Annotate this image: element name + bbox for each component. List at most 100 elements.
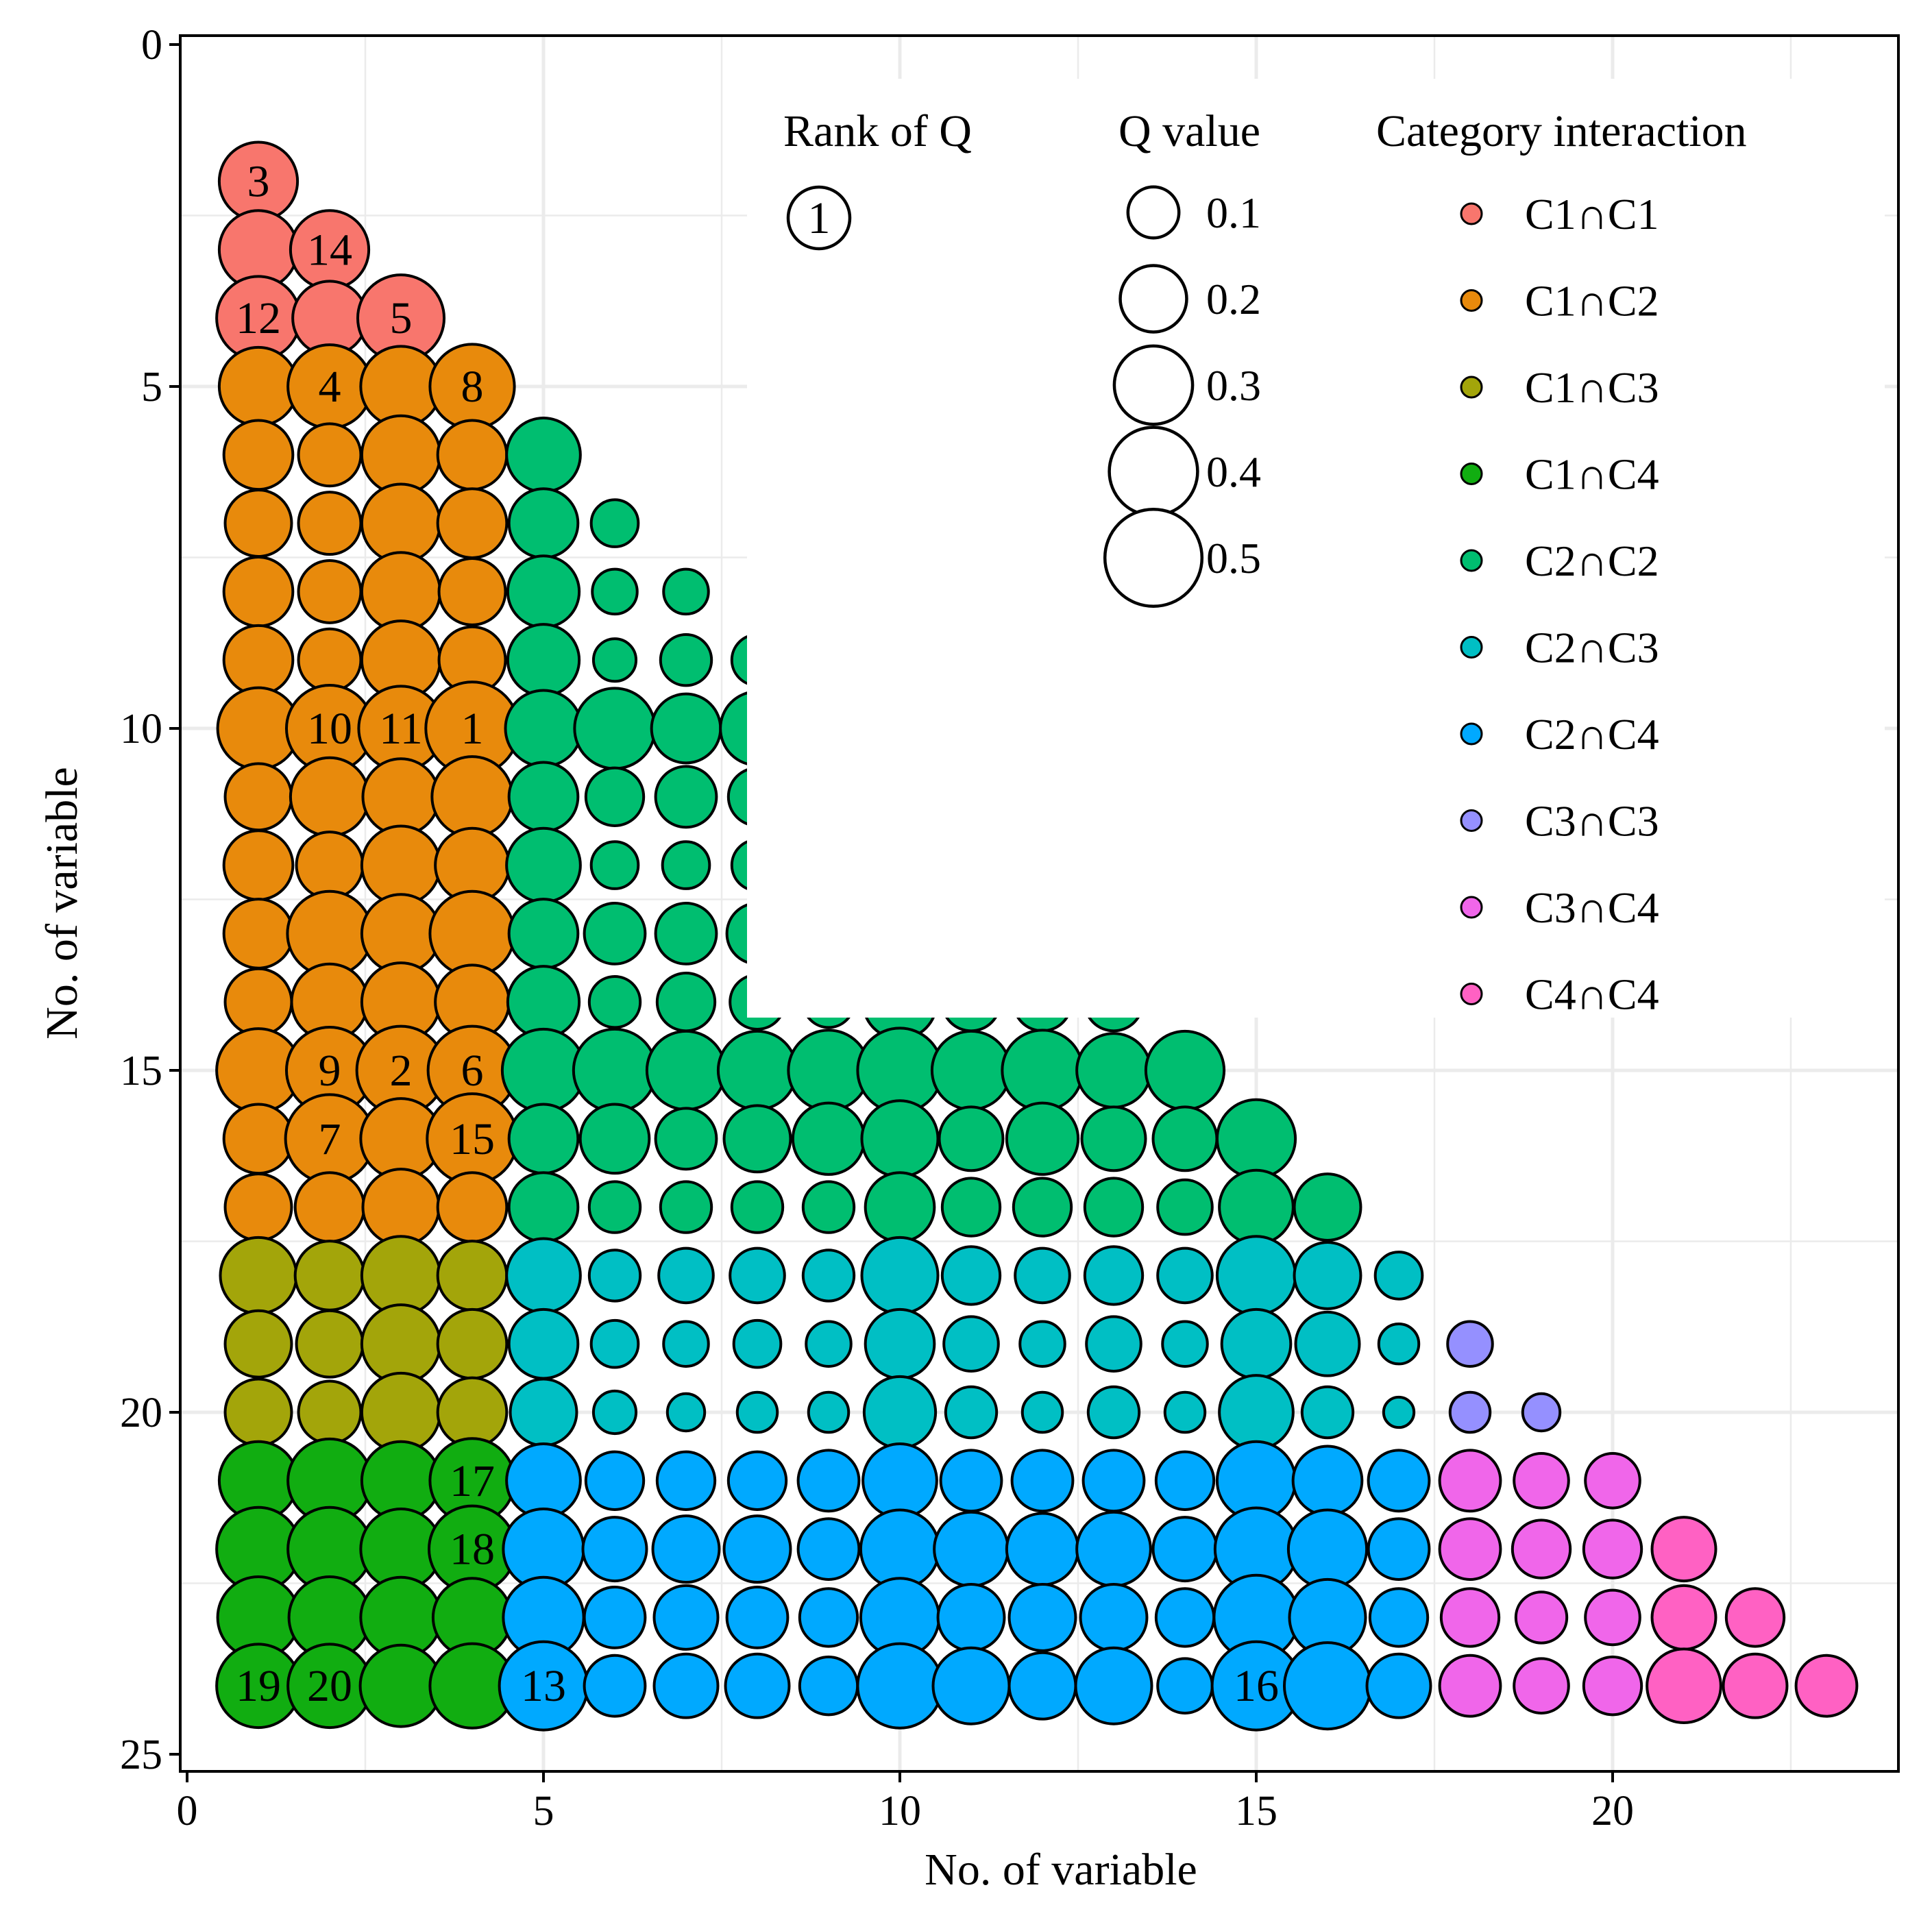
bubble — [791, 1101, 866, 1176]
rank-label: 3 — [247, 157, 270, 207]
bubble — [1161, 1320, 1209, 1368]
bubble — [289, 756, 371, 837]
bubble — [796, 1517, 861, 1582]
bubble — [361, 757, 441, 837]
bubble — [583, 1654, 647, 1718]
size-legend-label: 0.1 — [1206, 188, 1261, 237]
bubble — [1293, 1240, 1362, 1310]
rank-legend-title: Rank of Q — [783, 106, 972, 156]
bubble — [798, 1656, 859, 1717]
y-tick-label: 20 — [120, 1390, 162, 1436]
bubble — [1438, 1517, 1502, 1582]
rank-label: 13 — [521, 1661, 566, 1711]
bubble — [1154, 1450, 1216, 1511]
bubble — [1377, 1322, 1421, 1366]
bubble — [1218, 1168, 1295, 1246]
bubble — [505, 416, 582, 493]
bubble — [572, 1027, 658, 1114]
bubble — [1373, 1251, 1424, 1301]
bubble — [507, 1307, 580, 1380]
bubble — [730, 1180, 785, 1234]
category-legend-title: Category interaction — [1376, 106, 1747, 156]
series-C1C2: 4 810 11 19 2 67 15 — [215, 343, 520, 1247]
bubble — [583, 902, 647, 966]
rank-label: 2 — [390, 1046, 413, 1096]
bubble — [578, 1103, 651, 1175]
bubble — [1294, 1310, 1361, 1377]
size-legend-label: 0.3 — [1206, 361, 1261, 410]
bubble — [798, 1587, 859, 1648]
bubble — [1086, 1385, 1141, 1440]
bubble — [1083, 1177, 1145, 1238]
bubble — [222, 556, 295, 628]
bubble — [506, 554, 581, 629]
series-C3C3 — [1446, 1320, 1562, 1434]
bubble — [936, 1582, 1006, 1652]
bubble — [654, 765, 718, 829]
bubble — [587, 1180, 642, 1234]
bubble — [505, 1237, 582, 1314]
bubble — [505, 826, 582, 904]
rank-label: 11 — [379, 704, 423, 754]
bubble — [661, 840, 711, 890]
rank-label: 5 — [390, 293, 413, 343]
bubble — [295, 831, 365, 900]
bubble — [581, 1516, 648, 1583]
bubble — [591, 1389, 638, 1436]
bubble — [1514, 1590, 1569, 1645]
legend: Rank of Q 1 Q value 0.1 0.2 0.3 0.4 0.5 Cate… — [747, 79, 1885, 1019]
bubble — [436, 487, 509, 559]
bubble — [930, 1029, 1012, 1111]
rank-label: 14 — [307, 225, 352, 275]
bubble — [506, 623, 581, 698]
rank-label: 6 — [461, 1046, 484, 1096]
bubble — [1722, 1652, 1789, 1719]
size-legend-title: Q value — [1118, 106, 1260, 156]
bubble — [1293, 1172, 1362, 1242]
bubble — [659, 1180, 713, 1234]
bubble — [940, 1245, 1002, 1306]
bubble — [1368, 1587, 1430, 1648]
legend-background — [747, 79, 1885, 1018]
bubble — [724, 1652, 791, 1719]
bubble — [859, 1508, 941, 1590]
bubble — [591, 637, 638, 683]
bubble — [657, 1246, 715, 1305]
bubble — [1085, 1315, 1142, 1373]
bubble — [589, 1318, 640, 1369]
bubble — [1794, 1654, 1859, 1718]
bubble — [1291, 1445, 1364, 1517]
category-legend-symbol — [1460, 896, 1483, 919]
bubble — [507, 1171, 580, 1243]
bubble — [507, 1103, 580, 1175]
rank-label: 4 — [319, 362, 341, 412]
bubble — [223, 762, 293, 832]
bubble — [584, 766, 646, 827]
bubble — [223, 1309, 293, 1379]
size-legend-label: 0.2 — [1206, 275, 1261, 323]
bubble — [436, 1376, 509, 1449]
bubble — [297, 422, 363, 488]
size-legend: Q value 0.1 0.2 0.3 0.4 0.5 — [1103, 106, 1261, 609]
size-legend-label: 0.5 — [1206, 534, 1261, 582]
bubble — [801, 1180, 856, 1234]
bubble — [573, 687, 657, 770]
rank-label: 20 — [307, 1661, 352, 1711]
bubble — [735, 1390, 779, 1434]
bubble — [1018, 1320, 1066, 1368]
bubble — [1151, 1105, 1219, 1172]
bubble — [1513, 1657, 1570, 1714]
bubble — [726, 1450, 788, 1511]
bubble — [1511, 1519, 1572, 1580]
size-legend-symbol — [1126, 185, 1181, 240]
size-legend-symbol — [1108, 426, 1199, 517]
y-tick-label: 5 — [141, 364, 162, 410]
bubble — [860, 1099, 940, 1179]
bubble — [360, 893, 442, 974]
bubble — [651, 1514, 721, 1584]
bubble — [505, 1442, 582, 1519]
bubble — [1582, 1519, 1643, 1580]
rank-legend: Rank of Q 1 — [783, 106, 972, 251]
bubble — [1521, 1392, 1562, 1433]
